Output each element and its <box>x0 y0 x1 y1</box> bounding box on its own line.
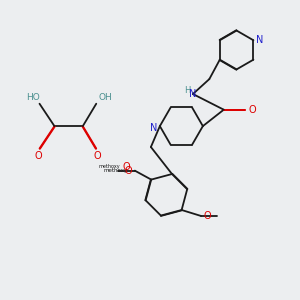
Text: HO: HO <box>26 93 40 102</box>
Text: N: N <box>189 89 197 99</box>
Text: O: O <box>123 162 130 172</box>
Text: methoxy: methoxy <box>99 164 120 169</box>
Text: O: O <box>249 105 256 115</box>
Text: H: H <box>184 86 191 95</box>
Text: O: O <box>94 151 102 161</box>
Text: O: O <box>34 151 42 161</box>
Text: N: N <box>150 123 157 133</box>
Text: methoxy: methoxy <box>103 168 128 173</box>
Text: O: O <box>204 211 212 221</box>
Text: O: O <box>124 166 132 176</box>
Text: N: N <box>256 35 264 45</box>
Text: OH: OH <box>98 93 112 102</box>
